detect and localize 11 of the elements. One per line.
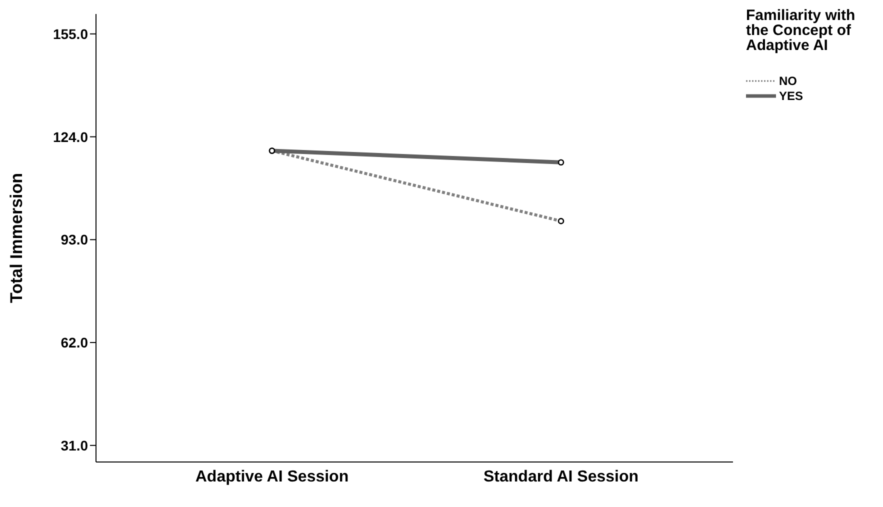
- y-tick-label: 155.0: [52, 26, 88, 42]
- y-axis-title: Total Immersion: [7, 172, 26, 304]
- y-tick-label: 31.0: [60, 437, 88, 454]
- legend-label: YES: [779, 88, 804, 102]
- legend-title: Familiarity with the Concept of Adaptive AI: [746, 7, 856, 54]
- legend-label: NO: [779, 74, 797, 88]
- y-tick-label: 62.0: [60, 334, 88, 351]
- y-tick-label: 124.0: [52, 128, 88, 145]
- x-tick-label: Adaptive AI Session: [195, 468, 349, 486]
- y-tick-label: 93.0: [60, 232, 88, 248]
- x-tick-label: Standard AI Session: [484, 468, 638, 486]
